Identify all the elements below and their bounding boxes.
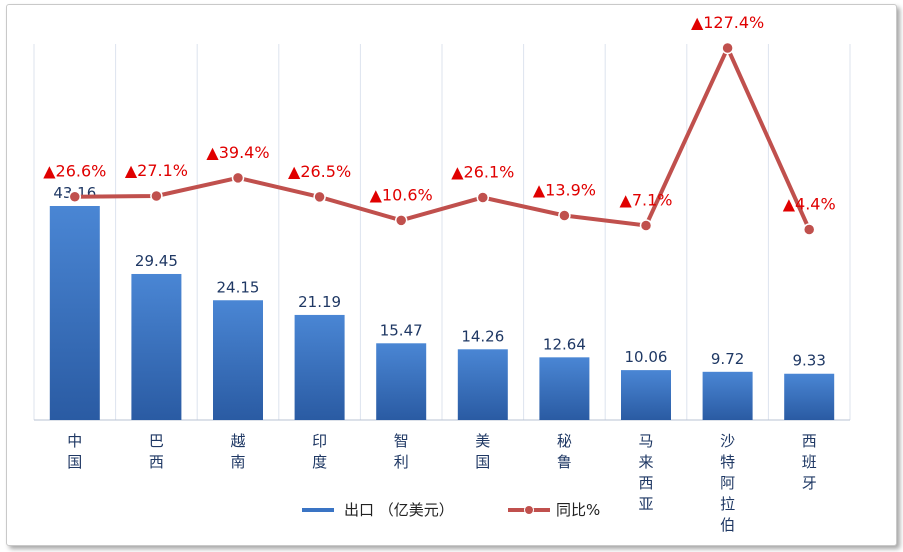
category-label: 西班牙 <box>802 432 817 492</box>
growth-point <box>231 171 245 185</box>
growth-point <box>68 190 82 203</box>
growth-point <box>394 214 408 227</box>
bar <box>457 349 508 420</box>
growth-point <box>476 191 490 204</box>
bar <box>294 314 345 420</box>
category-label: 美国 <box>475 432 490 471</box>
bar <box>131 273 182 420</box>
bar <box>49 206 100 420</box>
growth-line <box>74 46 812 231</box>
bar-value-label: 15.47 <box>380 321 423 339</box>
category-label: 越南 <box>230 432 245 471</box>
legend-line-marker <box>524 505 534 515</box>
bar-value-label: 9.33 <box>792 352 825 370</box>
bar-value-label: 24.15 <box>217 278 260 296</box>
growth-label: ▲26.1% <box>451 162 514 181</box>
category-label: 印度 <box>312 432 327 471</box>
category-label: 智利 <box>394 432 409 471</box>
legend: 出口 （亿美元） 同比% <box>302 501 600 519</box>
bar-value-label: 29.45 <box>135 252 178 270</box>
legend-bar-label: 出口 （亿美元） <box>344 501 454 519</box>
bar <box>702 371 753 420</box>
bar-value-label: 9.72 <box>711 350 744 368</box>
growth-point <box>802 223 816 236</box>
category-label: 马来西亚 <box>638 432 653 513</box>
growth-point <box>150 189 163 203</box>
growth-label: ▲26.5% <box>288 162 351 181</box>
growth-point <box>558 209 571 222</box>
category-label: 巴西 <box>149 432 164 471</box>
bar <box>539 357 590 420</box>
growth-label: ▲7.1% <box>620 191 673 210</box>
growth-label: ▲13.9% <box>533 180 596 199</box>
bar <box>784 373 835 420</box>
growth-label: ▲26.6% <box>43 162 106 181</box>
bar-value-label: 10.06 <box>625 348 668 366</box>
growth-label: ▲10.6% <box>370 185 433 204</box>
bar <box>213 300 263 420</box>
category-label: 沙特阿拉伯 <box>720 432 735 534</box>
bar-value-label: 21.19 <box>298 293 341 311</box>
bar-value-label: 12.64 <box>543 335 586 353</box>
growth-label: ▲127.4% <box>691 13 764 32</box>
category-label: 中国 <box>67 432 82 471</box>
category-label: 秘鲁 <box>557 432 572 471</box>
growth-point <box>313 190 326 204</box>
bar <box>376 343 427 420</box>
growth-label: ▲39.4% <box>206 143 269 162</box>
bar-value-label: 14.26 <box>461 327 504 345</box>
bar <box>621 370 671 420</box>
growth-label: ▲27.1% <box>125 161 188 180</box>
growth-point <box>639 219 653 232</box>
legend-line-label: 同比% <box>556 501 600 519</box>
growth-point <box>721 41 734 55</box>
growth-label: ▲4.4% <box>783 195 836 214</box>
